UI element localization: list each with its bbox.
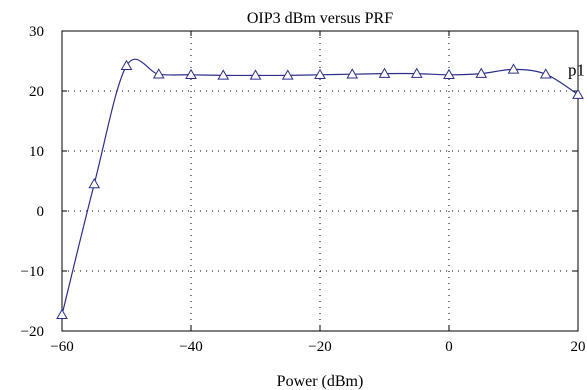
data-point-marker <box>475 67 488 78</box>
y-tick-label: 0 <box>37 204 45 220</box>
x-tick-label: −40 <box>179 339 202 355</box>
data-point-marker <box>346 68 359 79</box>
data-point-marker <box>572 88 584 99</box>
data-point-marker <box>507 63 520 74</box>
x-tick-label: 20 <box>571 339 586 355</box>
data-point-marker <box>56 308 68 320</box>
chart-title: OIP3 dBm versus PRF <box>247 10 393 27</box>
data-point-marker <box>539 68 552 79</box>
data-point-marker <box>281 69 294 80</box>
y-tick-label: 10 <box>29 144 44 160</box>
data-point-marker <box>410 67 423 78</box>
x-axis-label: Power (dBm) <box>277 373 364 390</box>
data-point-marker <box>88 177 101 189</box>
y-tick-label: −20 <box>21 324 44 340</box>
y-tick-label: 30 <box>29 24 44 40</box>
data-point-marker <box>120 59 133 71</box>
data-point-marker <box>152 68 165 79</box>
y-tick-label: 20 <box>29 84 44 100</box>
series-layer <box>56 58 584 320</box>
data-point-marker <box>314 68 326 80</box>
y-tick-label: −10 <box>21 264 44 280</box>
data-point-marker <box>378 67 391 78</box>
series-annotation-label: p1 <box>568 60 585 79</box>
data-point-marker <box>217 69 230 80</box>
x-tick-label: 0 <box>445 339 453 355</box>
axis-tick-labels: −60 −40 −20 0 20 −20 −10 0 10 20 30 <box>21 24 586 355</box>
x-tick-label: −60 <box>50 339 73 355</box>
data-point-marker <box>185 68 197 80</box>
data-point-marker <box>249 69 262 80</box>
grid-lines <box>62 31 578 331</box>
data-point-marker <box>443 68 455 80</box>
x-tick-label: −20 <box>308 339 331 355</box>
